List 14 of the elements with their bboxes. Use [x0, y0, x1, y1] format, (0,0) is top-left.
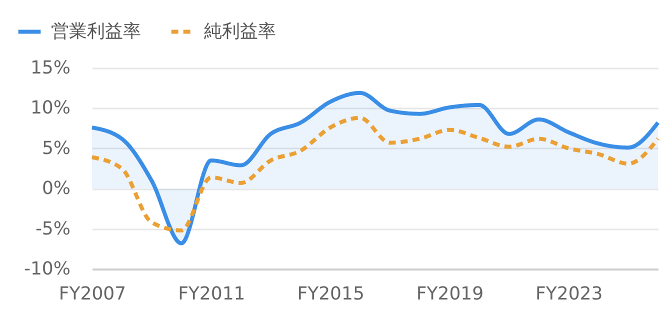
legend-label: 営業利益率: [51, 20, 141, 42]
x-tick-label: FY2011: [178, 284, 246, 304]
y-tick-label: 10%: [30, 98, 70, 119]
legend-label: 純利益率: [204, 20, 276, 42]
y-tick-label: 5%: [42, 138, 70, 159]
y-tick-label: 15%: [30, 58, 70, 78]
y-tick-label: -5%: [35, 218, 70, 240]
line-series: [90, 116, 660, 232]
x-tick-label: FY2007: [58, 284, 126, 304]
x-tick-label: FY2019: [416, 284, 484, 304]
x-tick-label: FY2015: [297, 284, 364, 304]
y-tick-label: -10%: [24, 258, 70, 280]
y-tick-label: 0%: [42, 178, 70, 200]
x-tick-label: FY2023: [536, 284, 603, 304]
